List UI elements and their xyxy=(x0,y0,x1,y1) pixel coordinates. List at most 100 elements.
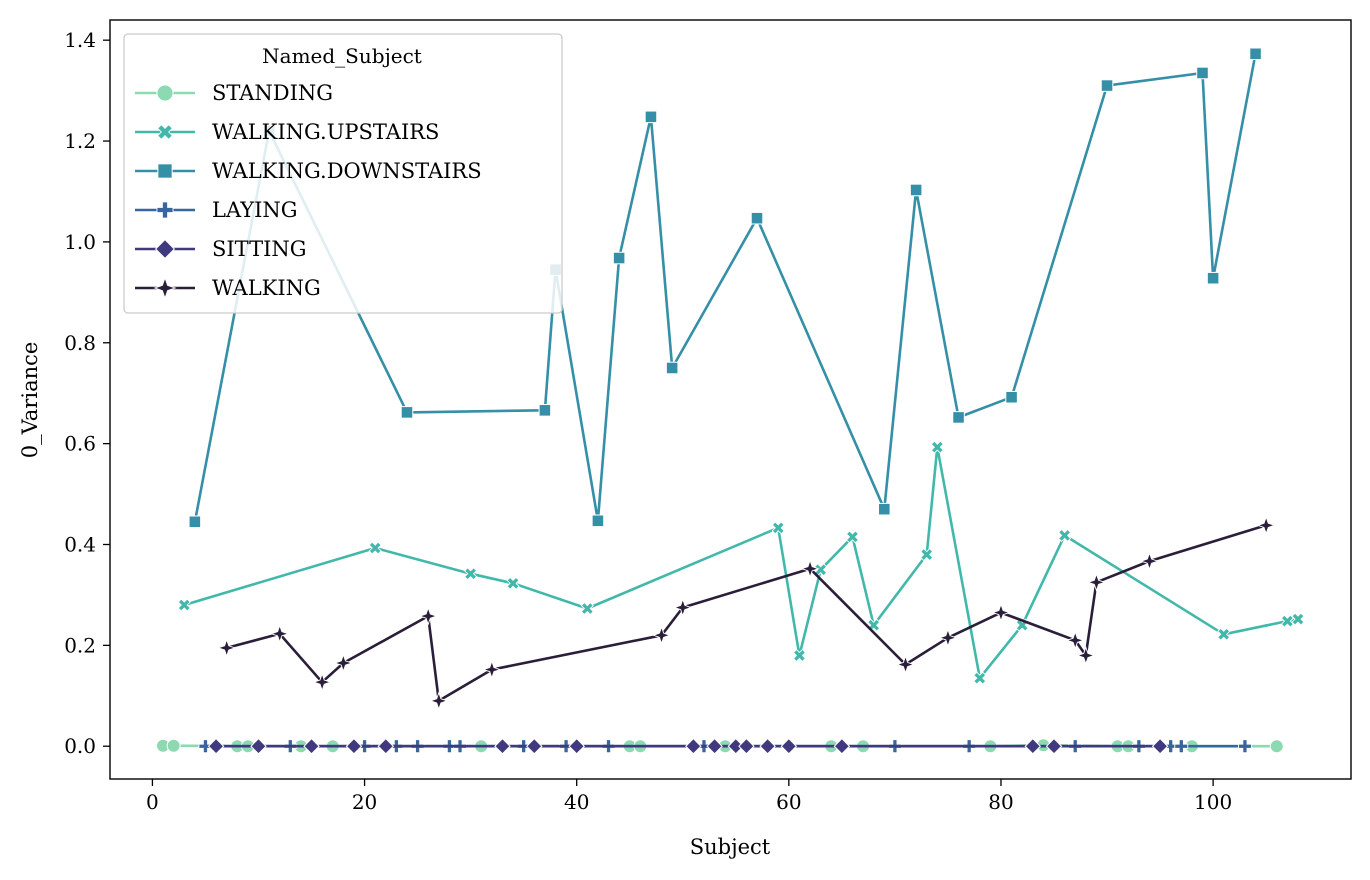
legend-marker xyxy=(153,276,177,300)
data-point-walking xyxy=(895,654,916,675)
x-axis: 0 20 40 60 80 100 xyxy=(146,779,1232,814)
data-point-sitting xyxy=(1024,737,1042,755)
legend-label: SITTING xyxy=(212,237,307,261)
y-tick-label: 0.2 xyxy=(64,633,96,657)
data-point-walking-upstairs xyxy=(973,671,987,685)
data-point-walking-upstairs xyxy=(464,567,478,581)
legend-marker xyxy=(154,238,176,260)
x-tick-label: 80 xyxy=(988,790,1013,814)
y-tick-label: 0.8 xyxy=(64,331,96,355)
data-point-sitting xyxy=(759,737,776,755)
legend-label: WALKING.DOWNSTAIRS xyxy=(212,159,482,183)
data-point-walking-downstairs xyxy=(1249,47,1262,61)
y-tick-label: 1.0 xyxy=(64,230,96,254)
data-point-walking-downstairs xyxy=(1100,79,1114,92)
data-point-sitting xyxy=(706,737,723,755)
data-point-walking-upstairs xyxy=(930,440,944,454)
y-axis: 0.0 0.2 0.4 0.6 0.8 1.0 1.2 1.4 xyxy=(64,28,110,758)
legend-title: Named_Subject xyxy=(262,44,422,68)
legend-box xyxy=(123,33,563,314)
series-walking xyxy=(217,515,1276,711)
data-point-walking-downstairs xyxy=(750,211,764,225)
data-point-sitting xyxy=(1151,737,1169,755)
legend-label: LAYING xyxy=(212,198,298,222)
data-point-walking-downstairs xyxy=(909,183,923,197)
data-point-sitting xyxy=(1045,737,1063,755)
data-point-walking-upstairs xyxy=(1217,627,1231,641)
data-point-sitting xyxy=(377,737,395,755)
data-point-walking-downstairs xyxy=(188,515,202,529)
legend-entry-walking: WALKING xyxy=(135,276,321,300)
data-point-walking xyxy=(938,628,958,648)
data-point-walking-upstairs xyxy=(506,576,520,590)
data-point-sitting xyxy=(250,737,267,755)
x-tick-label: 0 xyxy=(146,790,159,814)
x-tick-label: 20 xyxy=(352,790,377,814)
data-point-sitting xyxy=(303,737,320,755)
y-tick-label: 1.2 xyxy=(64,129,96,153)
data-point-sitting xyxy=(345,737,363,755)
data-point-standing xyxy=(166,738,181,753)
data-point-walking-upstairs xyxy=(580,601,594,616)
data-point-walking-downstairs xyxy=(1206,271,1220,285)
data-point-sitting xyxy=(685,737,702,755)
x-tick-label: 40 xyxy=(564,790,589,814)
y-tick-label: 0.4 xyxy=(64,532,96,556)
data-point-walking-downstairs xyxy=(1005,390,1018,404)
data-point-walking xyxy=(1256,515,1276,535)
data-point-walking-downstairs xyxy=(665,361,679,375)
data-point-walking-downstairs xyxy=(538,404,552,417)
data-point-walking xyxy=(418,606,438,626)
y-tick-label: 0.0 xyxy=(64,734,96,758)
legend-entry-laying: LAYING xyxy=(135,198,298,222)
data-point-laying xyxy=(1174,739,1189,754)
data-point-walking xyxy=(673,597,693,618)
data-point-walking xyxy=(217,638,237,658)
data-point-sitting xyxy=(207,737,225,755)
legend-label: WALKING.UPSTAIRS xyxy=(212,120,439,144)
series-line-walking xyxy=(226,524,1267,703)
data-point-walking-downstairs xyxy=(400,406,414,419)
data-point-walking-upstairs xyxy=(1291,612,1305,626)
x-axis-label: Subject xyxy=(690,835,771,859)
data-point-walking-upstairs xyxy=(771,521,785,535)
data-point-walking xyxy=(482,659,502,680)
plot-frame xyxy=(109,19,1352,780)
legend-entry-standing: STANDING xyxy=(135,81,333,105)
x-tick-label: 100 xyxy=(1194,790,1232,814)
data-point-walking xyxy=(429,691,449,711)
legend-label: WALKING xyxy=(212,276,321,300)
data-point-walking xyxy=(1076,645,1096,666)
x-tick-label: 60 xyxy=(776,790,801,814)
data-point-walking xyxy=(1065,630,1085,650)
series-line-walking-upstairs xyxy=(183,445,1299,680)
data-point-walking xyxy=(333,653,353,673)
data-point-walking xyxy=(312,672,332,692)
data-point-walking-downstairs xyxy=(952,411,965,424)
data-point-walking xyxy=(1139,551,1160,571)
legend-label: STANDING xyxy=(212,81,333,105)
data-point-sitting xyxy=(494,737,511,755)
series-sitting xyxy=(207,737,1169,755)
data-point-walking-upstairs xyxy=(792,648,807,663)
data-point-walking-downstairs xyxy=(612,251,626,265)
legend: Named_Subject STANDING WALKING.UPSTAIRS WA… xyxy=(123,33,563,314)
legend-marker xyxy=(156,201,174,219)
data-point-walking xyxy=(651,625,672,645)
legend-marker xyxy=(157,124,173,140)
series-walking-upstairs xyxy=(177,440,1305,685)
data-point-laying xyxy=(198,739,213,754)
data-point-sitting xyxy=(780,737,798,755)
data-point-walking-upstairs xyxy=(1058,528,1072,542)
data-point-walking xyxy=(1086,572,1107,592)
data-point-sitting xyxy=(526,737,543,755)
data-point-laying xyxy=(1237,739,1252,754)
data-point-standing xyxy=(1269,739,1284,754)
legend-marker xyxy=(156,84,174,102)
data-point-walking-downstairs xyxy=(591,514,605,528)
series-line-walking-downstairs xyxy=(193,53,1257,523)
data-point-walking-downstairs xyxy=(644,110,658,124)
y-tick-label: 0.6 xyxy=(64,432,96,456)
data-point-sitting xyxy=(738,737,755,755)
